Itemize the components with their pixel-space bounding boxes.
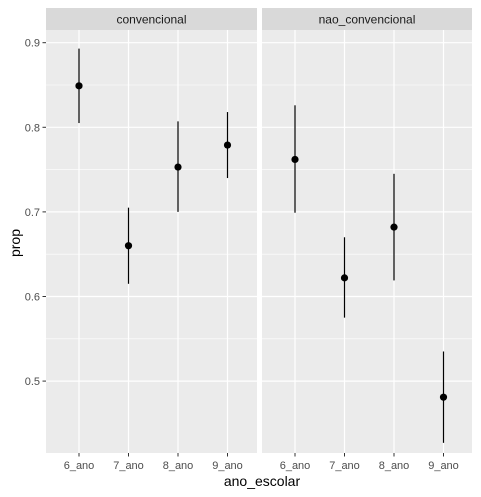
data-point	[223, 141, 232, 149]
panel-background	[262, 30, 472, 453]
y-tick-label: 0.6	[25, 291, 40, 303]
x-tick-label: 9_ano	[428, 460, 459, 472]
x-tick-label: 9_ano	[212, 460, 243, 472]
x-axis-title: ano_escolar	[224, 473, 301, 489]
facet-strip-label: nao_convencional	[319, 13, 416, 27]
y-axis-title: prop	[7, 229, 23, 257]
x-tick-label: 6_ano	[64, 460, 95, 472]
x-tick-label: 8_ano	[163, 460, 194, 472]
facet-convencional: convencional	[46, 8, 257, 453]
x-tick-label: 7_ano	[113, 460, 144, 472]
x-tick-label: 7_ano	[329, 460, 360, 472]
y-tick-label: 0.9	[25, 38, 40, 50]
y-tick-label: 0.8	[25, 122, 40, 134]
facet-nao-convencional: nao_convencional	[262, 8, 472, 453]
data-point	[390, 223, 398, 231]
x-tick-label: 8_ano	[379, 460, 410, 472]
data-point	[291, 155, 299, 164]
panel-background	[46, 30, 257, 453]
facet-strip-background	[262, 8, 472, 30]
x-tick-label: 6_ano	[280, 460, 311, 472]
data-point	[174, 163, 182, 171]
data-point	[439, 393, 448, 401]
data-point	[340, 274, 349, 282]
y-tick-label: 0.5	[25, 376, 40, 388]
facet-strip-background	[46, 8, 257, 30]
data-point	[75, 82, 83, 90]
data-point	[124, 242, 133, 250]
y-tick-label: 0.7	[25, 207, 40, 219]
facet-strip-label: convencional	[116, 13, 186, 27]
